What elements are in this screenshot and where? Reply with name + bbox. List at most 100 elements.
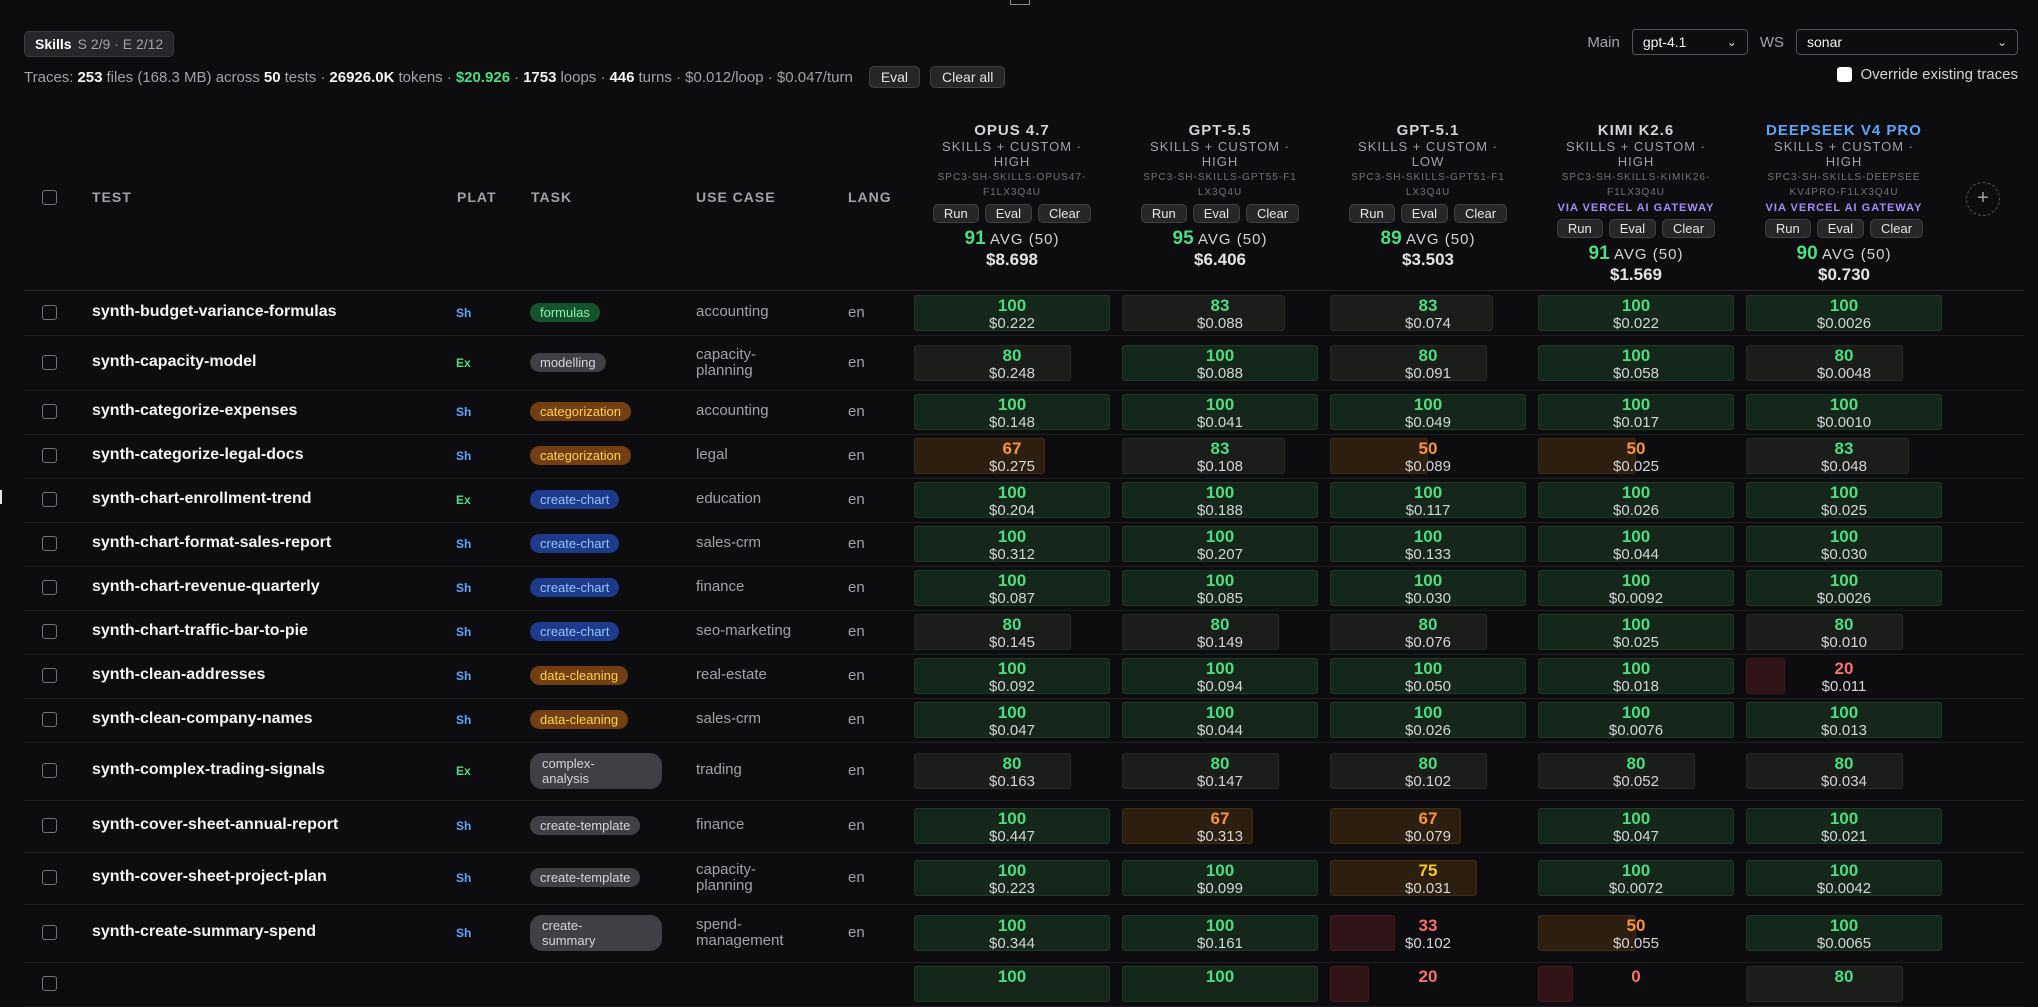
test-name[interactable]: synth-cover-sheet-annual-report — [92, 816, 339, 833]
test-name[interactable]: synth-capacity-model — [92, 352, 257, 370]
table-row[interactable]: synth-clean-company-names Sh data-cleaning… — [24, 698, 2024, 743]
model-run-button[interactable]: Run — [932, 204, 979, 223]
column-header-plat[interactable]: PLAT — [457, 189, 497, 205]
clear-all-button[interactable]: Clear all — [930, 66, 1006, 88]
row-checkbox[interactable] — [42, 818, 57, 833]
task-tag[interactable]: create-summary — [530, 915, 662, 951]
use-case: legal — [696, 447, 728, 463]
test-name[interactable]: synth-chart-traffic-bar-to-pie — [92, 622, 309, 639]
row-checkbox[interactable] — [42, 492, 57, 507]
test-name[interactable]: synth-categorize-expenses — [92, 402, 298, 419]
row-checkbox[interactable] — [42, 712, 57, 727]
task-tag[interactable]: create-template — [530, 816, 641, 835]
column-header-use-case[interactable]: USE CASE — [696, 189, 776, 205]
row-checkbox[interactable] — [42, 870, 57, 885]
test-name[interactable]: synth-complex-trading-signals — [92, 761, 325, 778]
model-run-button[interactable]: Run — [1764, 219, 1811, 238]
column-header-task[interactable]: TASK — [531, 189, 573, 205]
task-tag[interactable]: modelling — [530, 352, 606, 372]
column-header-test[interactable]: TEST — [92, 189, 132, 205]
task-tag[interactable]: data-cleaning — [530, 710, 629, 729]
select-all-checkbox[interactable] — [42, 190, 57, 205]
task-tag[interactable]: create-template — [530, 868, 641, 887]
task-tag[interactable]: create-chart — [530, 534, 620, 553]
model-run-button[interactable]: Run — [1140, 204, 1187, 223]
table-row[interactable]: synth-categorize-expenses Sh categorizatio… — [24, 390, 2024, 435]
table-row[interactable]: synth-chart-traffic-bar-to-pie Sh create-c… — [24, 610, 2024, 655]
task-tag[interactable]: create-chart — [530, 490, 620, 509]
traces-turns-suffix: turns · $0.012/loop · $0.047/turn — [638, 68, 853, 86]
test-name[interactable]: synth-chart-enrollment-trend — [92, 490, 312, 507]
task-tag[interactable]: formulas — [530, 303, 600, 322]
ws-model-select[interactable]: sonar ⌄ — [1796, 29, 2018, 55]
test-name[interactable]: synth-chart-revenue-quarterly — [92, 578, 320, 595]
use-case: trading — [696, 762, 742, 778]
model-eval-button[interactable]: Eval — [984, 204, 1033, 223]
task-tag[interactable]: data-cleaning — [530, 666, 629, 685]
table-row[interactable]: synth-chart-enrollment-trend Ex create-cha… — [24, 478, 2024, 523]
row-checkbox[interactable] — [42, 976, 57, 991]
test-name[interactable]: synth-cover-sheet-project-plan — [92, 868, 327, 885]
row-checkbox[interactable] — [42, 624, 57, 639]
row-checkbox[interactable] — [42, 305, 57, 320]
table-row[interactable]: synth-clean-addresses Sh data-cleaning real… — [24, 654, 2024, 699]
model-eval-button[interactable]: Eval — [1192, 204, 1241, 223]
task-tag[interactable]: categorization — [530, 402, 631, 421]
table-row[interactable]: synth-budget-variance-formulas Sh formulas… — [24, 291, 2024, 336]
add-model-button[interactable]: + — [1966, 182, 2000, 216]
model-eval-button[interactable]: Eval — [1608, 219, 1657, 238]
task-tag[interactable]: categorization — [530, 446, 631, 465]
row-checkbox[interactable] — [42, 668, 57, 683]
score-cost: $0.447 — [989, 828, 1035, 845]
score-value: 100 — [1621, 615, 1651, 634]
score-bar — [1538, 614, 1734, 650]
row-checkbox[interactable] — [42, 925, 57, 940]
model-clear-button[interactable]: Clear — [1454, 204, 1508, 223]
row-checkbox[interactable] — [42, 580, 57, 595]
score-value: 80 — [1834, 967, 1854, 986]
column-header-lang[interactable]: LANG — [848, 189, 892, 205]
task-tag[interactable]: create-chart — [530, 578, 620, 597]
test-name[interactable]: synth-categorize-legal-docs — [92, 446, 304, 463]
table-row[interactable]: synth-categorize-legal-docs Sh categorizat… — [24, 434, 2024, 479]
task-tag[interactable]: complex-analysis — [530, 753, 662, 789]
eval-all-button[interactable]: Eval — [868, 66, 921, 88]
table-row[interactable]: synth-complex-trading-signals Ex complex-a… — [24, 742, 2024, 801]
table-row[interactable]: synth-create-summary-spend Sh create-summa… — [24, 904, 2024, 963]
score-cost: $0.313 — [1197, 828, 1243, 845]
model-clear-button[interactable]: Clear — [1038, 204, 1092, 223]
model-run-button[interactable]: Run — [1556, 219, 1603, 238]
model-effort: LOW — [1411, 154, 1445, 169]
model-clear-button[interactable]: Clear — [1662, 219, 1716, 238]
task-pill: create-chart — [530, 622, 620, 641]
test-name[interactable]: synth-chart-format-sales-report — [92, 534, 332, 551]
skills-filter-chip[interactable]: Skills S 2/9 · E 2/12 — [24, 31, 175, 57]
row-checkbox[interactable] — [42, 354, 57, 370]
model-clear-button[interactable]: Clear — [1870, 219, 1924, 238]
row-checkbox[interactable] — [42, 448, 57, 463]
model-eval-button[interactable]: Eval — [1816, 219, 1865, 238]
test-name[interactable]: synth-clean-company-names — [92, 710, 313, 727]
row-checkbox[interactable] — [42, 404, 57, 419]
table-row[interactable]: synth-cover-sheet-project-plan Sh create-t… — [24, 852, 2024, 905]
test-name[interactable]: synth-create-summary-spend — [92, 923, 317, 940]
row-checkbox[interactable] — [42, 536, 57, 551]
row-checkbox[interactable] — [42, 763, 57, 778]
table-row[interactable]: synth-chart-revenue-quarterly Sh create-ch… — [24, 566, 2024, 611]
table-row[interactable]: 100 100 20 0 80 — [24, 962, 2024, 1007]
task-tag[interactable]: create-chart — [530, 622, 620, 641]
table-row[interactable]: synth-capacity-model Ex modelling capacity-… — [24, 335, 2024, 391]
score-bar — [1330, 438, 1428, 474]
score-value: 100 — [997, 916, 1027, 935]
score-bar — [1746, 860, 1942, 896]
override-checkbox[interactable] — [1837, 67, 1853, 82]
table-row[interactable]: synth-chart-format-sales-report Sh create-… — [24, 522, 2024, 567]
test-name[interactable]: synth-clean-addresses — [92, 666, 266, 683]
override-existing-toggle[interactable]: Override existing traces — [1837, 66, 2018, 83]
model-run-button[interactable]: Run — [1348, 204, 1395, 223]
test-name[interactable]: synth-budget-variance-formulas — [92, 303, 337, 320]
model-eval-button[interactable]: Eval — [1400, 204, 1449, 223]
main-model-select[interactable]: gpt-4.1 ⌄ — [1631, 29, 1748, 55]
table-row[interactable]: synth-cover-sheet-annual-report Sh create-… — [24, 800, 2024, 853]
model-clear-button[interactable]: Clear — [1246, 204, 1300, 223]
